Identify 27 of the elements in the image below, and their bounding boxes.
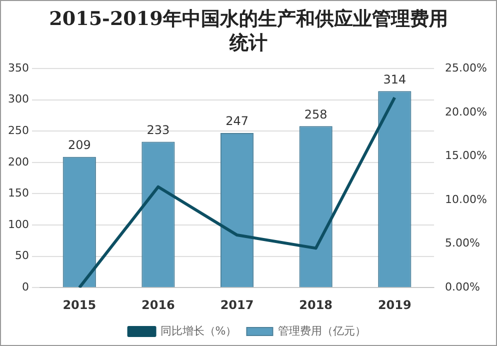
y-tick-label: 50 [14,249,29,262]
y2-tick-label: 10.00% [445,192,488,206]
x-tick-label: 2018 [299,298,333,312]
x-tick-label: 2019 [378,298,412,312]
data-label: 209 [68,138,91,152]
y2-tick-label: 15.00% [445,149,488,162]
y-tick-label: 300 [8,92,29,106]
legend-label: 同比增长（%） [160,324,237,338]
data-label: 314 [383,72,406,86]
x-tick-label: 2015 [62,298,96,312]
y-tick-label: 350 [8,61,29,74]
x-tick-label: 2017 [220,298,254,312]
y2-tick-label: 20.00% [445,105,488,118]
x-tick-label: 2016 [142,298,175,312]
y2-tick-label: 5.00% [445,236,480,250]
y2-tick-label: 25.00% [445,61,488,74]
y-tick-label: 250 [8,124,29,138]
y-tick-label: 150 [8,186,29,200]
legend-label: 管理费用（亿元） [278,324,366,338]
y2-tick-label: 0.00% [445,280,480,294]
y-tick-label: 100 [8,218,29,231]
chart-title: 2015-2019年中国水的生产和供应业管理费用统计 [48,7,449,56]
data-label: 258 [304,107,328,122]
y-tick-label: 0 [22,280,29,294]
y-tick-label: 200 [8,155,29,168]
data-label: 233 [146,122,170,137]
data-label: 247 [226,114,248,128]
